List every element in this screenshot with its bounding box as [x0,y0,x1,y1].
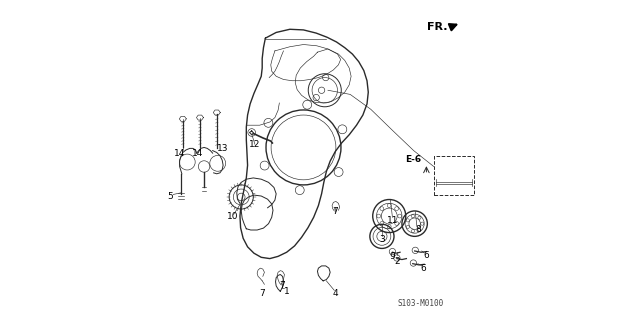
Text: 7: 7 [259,289,265,298]
Text: 9: 9 [390,252,396,261]
Text: 14: 14 [192,149,204,158]
Text: 3: 3 [379,235,385,244]
Text: 11: 11 [387,216,398,225]
Text: 6: 6 [424,251,429,260]
Text: 13: 13 [218,144,229,153]
Text: FR.: FR. [426,22,447,32]
Text: 7: 7 [279,281,285,290]
Text: 7: 7 [332,207,338,216]
Text: E-6: E-6 [404,155,421,164]
Bar [434,156,474,195]
Text: 1: 1 [284,287,289,296]
Text: 14: 14 [174,149,186,158]
Text: 8: 8 [415,225,420,234]
Text: S103-M0100: S103-M0100 [398,299,444,308]
Text: 6: 6 [420,263,426,273]
Text: 5: 5 [167,191,173,201]
Text: 10: 10 [227,211,239,220]
Text: 2: 2 [394,257,399,266]
Text: 4: 4 [332,289,338,298]
Text: 12: 12 [249,140,260,149]
